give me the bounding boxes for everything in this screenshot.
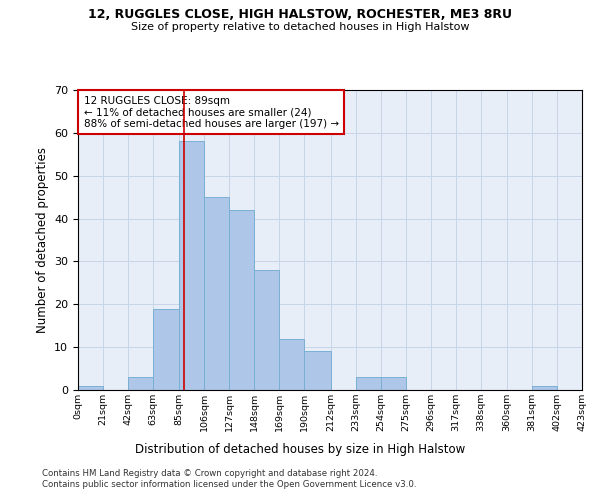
Text: 12 RUGGLES CLOSE: 89sqm
← 11% of detached houses are smaller (24)
88% of semi-de: 12 RUGGLES CLOSE: 89sqm ← 11% of detache… xyxy=(83,96,338,129)
Bar xyxy=(532,386,557,390)
Text: Size of property relative to detached houses in High Halstow: Size of property relative to detached ho… xyxy=(131,22,469,32)
Bar xyxy=(204,197,229,390)
Bar xyxy=(280,338,304,390)
Bar xyxy=(229,210,254,390)
Bar xyxy=(179,142,204,390)
Bar xyxy=(153,308,179,390)
Text: Contains public sector information licensed under the Open Government Licence v3: Contains public sector information licen… xyxy=(42,480,416,489)
Y-axis label: Number of detached properties: Number of detached properties xyxy=(35,147,49,333)
Text: 12, RUGGLES CLOSE, HIGH HALSTOW, ROCHESTER, ME3 8RU: 12, RUGGLES CLOSE, HIGH HALSTOW, ROCHEST… xyxy=(88,8,512,20)
Bar xyxy=(380,377,406,390)
Text: Distribution of detached houses by size in High Halstow: Distribution of detached houses by size … xyxy=(135,442,465,456)
Bar xyxy=(254,270,280,390)
Bar xyxy=(78,386,103,390)
Bar xyxy=(304,352,331,390)
Bar xyxy=(128,377,153,390)
Bar xyxy=(356,377,380,390)
Text: Contains HM Land Registry data © Crown copyright and database right 2024.: Contains HM Land Registry data © Crown c… xyxy=(42,468,377,477)
